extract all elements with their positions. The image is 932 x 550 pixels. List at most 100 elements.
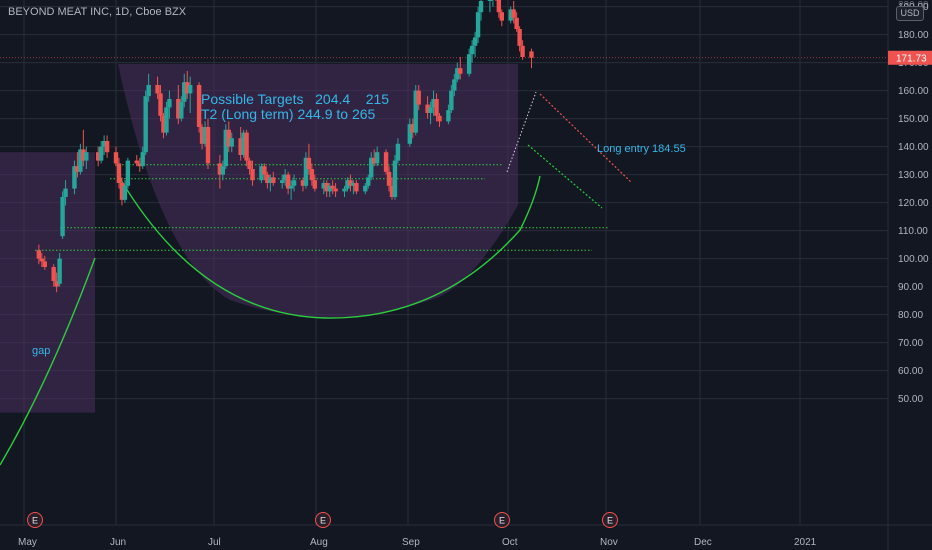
candle-body (437, 115, 442, 122)
candle (363, 183, 368, 195)
candle-body (134, 160, 139, 164)
candle-body (354, 183, 359, 192)
candle-body (285, 174, 291, 189)
candle (466, 48, 472, 77)
candle-body (202, 127, 208, 144)
candle-body (511, 9, 516, 18)
candle-body (182, 82, 187, 102)
candle-body (520, 45, 525, 57)
time-tick-label: Oct (502, 537, 518, 548)
candle-body (478, 1, 484, 13)
candle-body (81, 149, 86, 161)
candle (282, 169, 288, 186)
candle-body (137, 163, 142, 167)
candle (354, 180, 359, 195)
candle (262, 163, 267, 181)
candle (369, 152, 374, 181)
candle (182, 73, 187, 108)
candle (238, 127, 243, 161)
chart-title: BEYOND MEAT INC, 1D, Cboe BZX (8, 6, 187, 18)
candle (51, 264, 56, 287)
candle (330, 180, 335, 195)
candle (425, 96, 430, 119)
candle (416, 85, 421, 111)
candle (389, 177, 395, 200)
time-tick-label: Jul (208, 537, 221, 548)
candle-body (259, 166, 264, 181)
candle-body (247, 160, 252, 169)
candle-body (434, 99, 439, 116)
resistance-trendline (539, 93, 633, 184)
currency-button[interactable]: USD (896, 6, 924, 21)
candle-body (469, 45, 475, 55)
candle (185, 71, 190, 99)
earnings-marker: E (494, 512, 510, 528)
candle-body (220, 166, 226, 175)
candle-body (75, 166, 80, 172)
candle-body (369, 157, 374, 178)
candle (345, 177, 350, 192)
last-price-label-bg (888, 50, 932, 65)
price-tick-label: 130.00 (898, 170, 929, 181)
candle-body (229, 138, 234, 147)
candle-body (143, 96, 148, 153)
last-price-label: 171.73 (896, 53, 927, 64)
candle-body (72, 166, 77, 189)
candle-body (78, 149, 83, 172)
candle (437, 113, 442, 127)
candle (271, 171, 276, 186)
candle-body (517, 29, 522, 46)
candle (54, 272, 59, 293)
candle-body (42, 261, 47, 267)
candle-body (101, 141, 107, 147)
candle (469, 40, 475, 63)
candle-body (303, 157, 309, 186)
candle (98, 141, 104, 164)
candle-body (499, 12, 505, 21)
candle-body (333, 188, 338, 192)
candle (309, 163, 315, 186)
candle (374, 146, 380, 167)
price-tick-label-partial: 230.00 (898, 0, 929, 11)
candle-body (374, 152, 380, 164)
earnings-marker: E (27, 512, 43, 528)
candle (324, 180, 329, 197)
candle-body (164, 107, 169, 133)
candle (288, 180, 294, 200)
candle (508, 6, 513, 24)
candle-body (452, 79, 457, 91)
candle (72, 160, 77, 195)
candle-body (122, 185, 128, 200)
candle (220, 160, 226, 181)
candle (300, 177, 306, 192)
candle-body (262, 166, 267, 175)
candle-body (416, 90, 421, 105)
candle-body (431, 99, 436, 108)
earnings-marker-circle (602, 512, 618, 528)
candle-body (300, 180, 306, 186)
support-trendline (527, 144, 603, 209)
candle-body (60, 197, 65, 237)
candle (407, 118, 413, 147)
price-tick-label: 180.00 (898, 30, 929, 41)
candle (321, 180, 326, 195)
candle-body (158, 93, 163, 116)
candle (125, 157, 131, 189)
candle (63, 180, 68, 206)
candle-body (392, 160, 398, 197)
price-tick-label: 80.00 (898, 310, 923, 321)
candle (244, 129, 249, 167)
candle (458, 57, 463, 80)
candle-body (51, 267, 56, 281)
candle-body (348, 180, 353, 186)
candle (81, 129, 86, 167)
candle-body (196, 85, 202, 127)
candle-body (268, 177, 273, 183)
price-tick-label: 110.00 (898, 226, 928, 237)
candle (366, 174, 371, 189)
candle (383, 149, 389, 175)
targets-note-line2: T2 (Long term) 244.9 to 265 (201, 106, 376, 122)
candle (268, 174, 273, 192)
candle (371, 149, 377, 167)
